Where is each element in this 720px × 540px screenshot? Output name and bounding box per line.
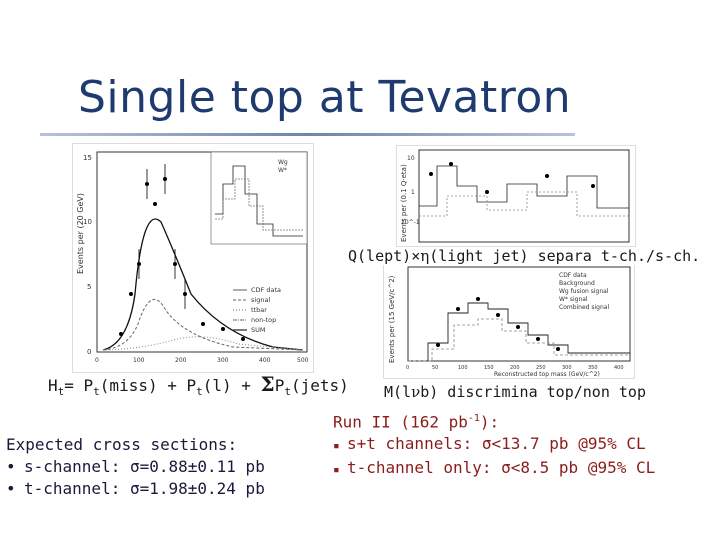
t-channel-line: • t-channel: σ=1.98±0.24 pb — [6, 479, 265, 498]
left-plot-legend: CDF data signal ttbar non-top SUM — [251, 286, 281, 334]
left-plot-x-tick: 0 — [95, 357, 99, 364]
ht-distribution-plot: Events per (20 GeV) 0 5 10 15 0 100 200 … — [72, 143, 314, 373]
left-plot-y-label: Events per (20 GeV) — [76, 193, 85, 274]
right-bottom-x-tick: 400 — [614, 365, 624, 371]
right-bottom-x-tick: 250 — [536, 365, 546, 371]
left-plot-x-tick: 300 — [217, 357, 229, 364]
svg-text:SUM: SUM — [251, 326, 266, 334]
svg-text:Combined signal: Combined signal — [559, 304, 609, 311]
right-bottom-x-tick: 100 — [458, 365, 468, 371]
left-plot-y-tick: 0 — [87, 348, 91, 356]
svg-text:W* signal: W* signal — [559, 296, 588, 303]
s-channel-line: • s-channel: σ=0.88±0.11 pb — [6, 457, 265, 476]
right-bottom-x-label: Reconstructed top mass (GeV/c^2) — [494, 371, 600, 378]
left-plot-y-tick: 5 — [87, 283, 91, 291]
inset-legend-item: W* — [278, 167, 287, 174]
title-underline — [40, 133, 575, 136]
ttbar-curve — [102, 336, 304, 351]
mlnb-caption: M(lνb) discrimina top/non top — [384, 383, 646, 401]
right-bottom-x-tick: 350 — [588, 365, 598, 371]
svg-text:Background: Background — [559, 280, 595, 287]
inset-legend-item: Wg — [278, 159, 288, 166]
left-plot-y-tick: 10 — [83, 218, 92, 226]
right-top-y-tick: 1 — [411, 189, 415, 196]
expected-heading: Expected cross sections: — [6, 435, 238, 454]
run2-heading: Run II (162 pb-1): — [333, 412, 500, 432]
right-top-y-label: Events per (0.1 Q·eta) — [400, 164, 408, 242]
right-bottom-x-tick: 150 — [484, 365, 494, 371]
left-plot-x-tick: 200 — [175, 357, 187, 364]
signal-curve — [102, 298, 304, 351]
q-eta-plot: Events per (0.1 Q·eta) 10 1 10^-1 — [396, 145, 636, 247]
left-plot-y-tick: 15 — [83, 154, 92, 162]
right-top-y-tick: 10^-1 — [401, 219, 420, 226]
left-plot-x-tick: 100 — [133, 357, 145, 364]
right-top-y-tick: 10 — [407, 155, 415, 162]
ht-definition-caption: Ht= Pt(miss) + Pt(l) + ΣPt(jets) — [48, 372, 349, 399]
run2-line-1: ▪ s+t channels: σ<13.7 pb @95% CL — [333, 434, 646, 454]
right-bottom-x-tick: 300 — [562, 365, 572, 371]
sum-curve — [102, 218, 304, 351]
svg-text:Wg fusion signal: Wg fusion signal — [559, 288, 609, 295]
svg-text:CDF data: CDF data — [559, 272, 587, 279]
expected-cross-sections: Expected cross sections: • s-channel: σ=0… — [6, 434, 265, 500]
run2-results: Run II (162 pb-1): ▪ s+t channels: σ<13.7… — [333, 408, 655, 481]
svg-text:CDF data: CDF data — [251, 286, 281, 294]
q-eta-caption: Q(lept)×η(light jet) separa t-ch./s-ch. — [348, 247, 701, 265]
svg-text:non-top: non-top — [251, 316, 276, 324]
right-bottom-x-tick: 50 — [432, 365, 438, 371]
left-plot-x-tick: 500 — [297, 357, 309, 364]
right-bottom-legend: CDF data Background Wg fusion signal W* … — [559, 272, 609, 311]
right-bottom-x-tick: 200 — [510, 365, 520, 371]
right-bottom-x-tick: 0 — [406, 365, 409, 371]
run2-line-2: ▪ t-channel only: σ<8.5 pb @95% CL — [333, 458, 656, 478]
svg-text:signal: signal — [251, 296, 270, 304]
right-bottom-y-label: Events per (15 GeV/c^2) — [388, 275, 396, 363]
left-plot-x-tick: 400 — [259, 357, 271, 364]
top-mass-plot: Events per (15 GeV/c^2) CDF data Backgro… — [383, 262, 635, 379]
slide-title: Single top at Tevatron — [78, 72, 572, 123]
svg-text:ttbar: ttbar — [251, 306, 267, 314]
